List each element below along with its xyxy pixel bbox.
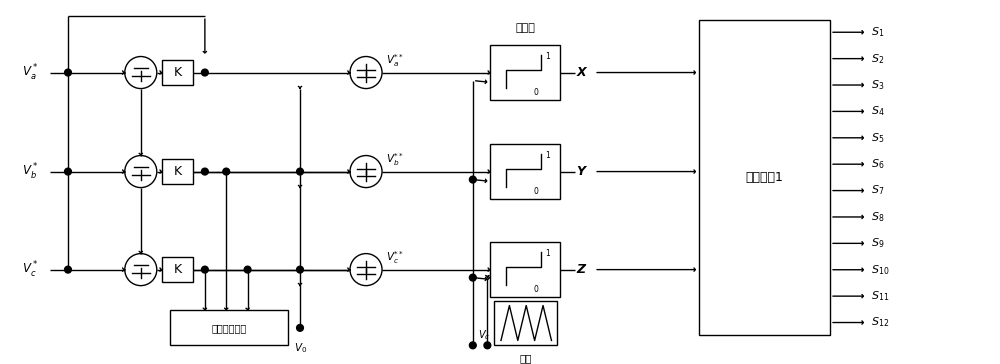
Circle shape [469, 274, 476, 281]
Bar [490, 242, 560, 297]
Text: $S_{12}$: $S_{12}$ [871, 316, 889, 329]
Text: 1: 1 [545, 151, 550, 160]
Text: $V_b^{**}$: $V_b^{**}$ [386, 151, 404, 168]
Bar [494, 301, 557, 345]
Bar [162, 257, 193, 282]
Circle shape [201, 266, 208, 273]
Text: 1: 1 [545, 249, 550, 258]
Text: $V_0$: $V_0$ [294, 341, 308, 355]
Text: $V_a^*$: $V_a^*$ [22, 63, 39, 83]
Text: $S_{9}$: $S_{9}$ [871, 237, 884, 250]
Text: 1: 1 [545, 52, 550, 61]
Text: $S_{6}$: $S_{6}$ [871, 157, 884, 171]
Text: $V_c$: $V_c$ [478, 329, 490, 343]
Text: 0: 0 [533, 88, 538, 96]
Circle shape [469, 342, 476, 349]
Text: $S_{4}$: $S_{4}$ [871, 104, 884, 118]
Text: $S_{8}$: $S_{8}$ [871, 210, 884, 224]
Bar [699, 20, 830, 335]
Text: $S_{3}$: $S_{3}$ [871, 78, 884, 92]
Circle shape [244, 266, 251, 273]
Text: $S_{2}$: $S_{2}$ [871, 52, 884, 66]
Circle shape [484, 342, 491, 349]
Text: K: K [174, 66, 182, 79]
Text: K: K [174, 263, 182, 276]
Text: $V_b^*$: $V_b^*$ [22, 162, 39, 182]
Text: $S_{7}$: $S_{7}$ [871, 184, 884, 198]
Text: 逻辑运算1: 逻辑运算1 [746, 171, 783, 184]
Bar [490, 145, 560, 199]
Circle shape [469, 176, 476, 183]
Bar [170, 310, 288, 345]
Text: 比较器: 比较器 [515, 23, 535, 33]
Circle shape [65, 69, 71, 76]
Text: $V_a^{**}$: $V_a^{**}$ [386, 52, 404, 69]
Text: K: K [174, 165, 182, 178]
Circle shape [65, 266, 71, 273]
Circle shape [201, 69, 208, 76]
Bar [490, 46, 560, 100]
Text: 零序分量计算: 零序分量计算 [212, 323, 247, 333]
Circle shape [65, 168, 71, 175]
Text: $V_c^*$: $V_c^*$ [22, 260, 39, 280]
Text: Y: Y [577, 165, 586, 178]
Text: $S_{1}$: $S_{1}$ [871, 25, 884, 39]
Text: 载波: 载波 [519, 353, 532, 363]
Circle shape [297, 266, 303, 273]
Bar [162, 159, 193, 184]
Text: X: X [577, 66, 586, 79]
Text: 0: 0 [533, 285, 538, 294]
Bar [162, 60, 193, 85]
Text: $S_{5}$: $S_{5}$ [871, 131, 884, 145]
Circle shape [297, 324, 303, 331]
Text: $V_c^{**}$: $V_c^{**}$ [386, 249, 404, 266]
Text: Z: Z [577, 263, 586, 276]
Circle shape [297, 168, 303, 175]
Text: $S_{10}$: $S_{10}$ [871, 263, 889, 277]
Circle shape [201, 168, 208, 175]
Text: $S_{11}$: $S_{11}$ [871, 289, 889, 303]
Text: 0: 0 [533, 187, 538, 195]
Circle shape [223, 168, 230, 175]
